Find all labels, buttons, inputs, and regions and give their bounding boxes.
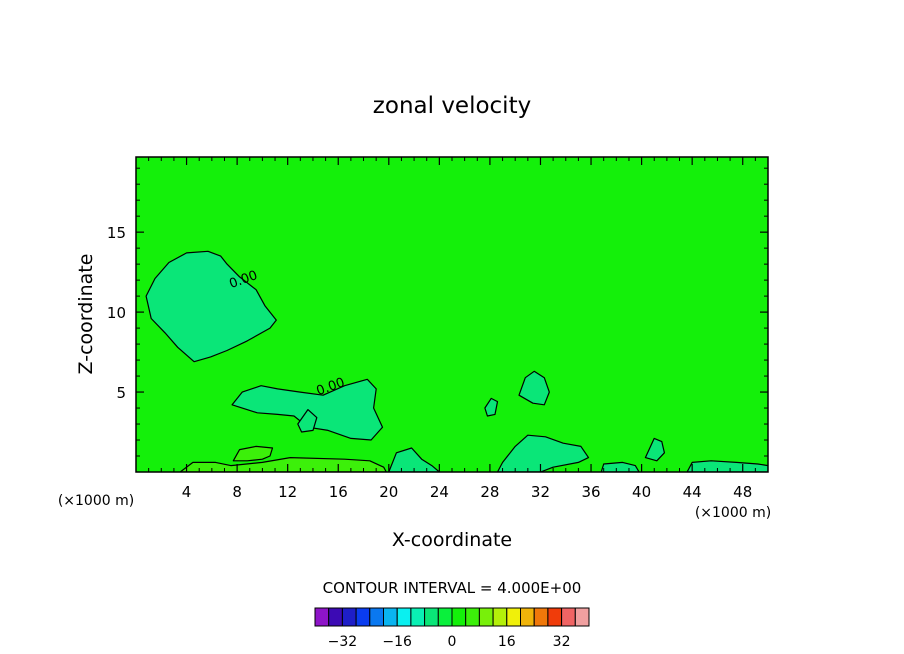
colorbar-swatch bbox=[533, 607, 549, 627]
contour-region-5 bbox=[297, 409, 318, 433]
colorbar: −32 −16 0 16 32 bbox=[314, 607, 590, 650]
colorbar-tick-label: 0 bbox=[448, 634, 457, 650]
x-tick-label: 20 bbox=[379, 483, 398, 501]
colorbar-tick-label: −32 bbox=[328, 634, 358, 650]
colorbar-swatch bbox=[506, 607, 521, 627]
x-tick-label: 36 bbox=[581, 483, 600, 501]
contour-region-9 bbox=[686, 460, 768, 472]
colorbar-swatch bbox=[547, 607, 563, 627]
x-tick-label: 40 bbox=[632, 483, 651, 501]
colorbar-swatch bbox=[424, 607, 439, 627]
x-tick-label: 4 bbox=[182, 483, 192, 501]
y-tick-label: 15 bbox=[107, 224, 126, 242]
contour-interval-text: CONTOUR INTERVAL = 4.000E+00 bbox=[323, 579, 582, 597]
colorbar-swatch bbox=[341, 607, 357, 627]
y-tick-label: 5 bbox=[116, 384, 126, 402]
colorbar-swatch bbox=[314, 607, 330, 627]
x-unit-label-left: (×1000 m) bbox=[58, 493, 134, 509]
contour-region-12 bbox=[179, 457, 387, 472]
x-tick-label: 48 bbox=[733, 483, 752, 501]
contour-region-6 bbox=[388, 447, 440, 472]
x-tick-label: 32 bbox=[531, 483, 550, 501]
contour-region-8 bbox=[644, 437, 666, 462]
colorbar-swatch bbox=[574, 607, 590, 627]
colorbar-tick-label: 16 bbox=[498, 634, 516, 650]
x-tick-label: 44 bbox=[683, 483, 702, 501]
colorbar-swatch bbox=[492, 607, 508, 627]
contour-region-10 bbox=[600, 461, 640, 472]
x-tick-label: 16 bbox=[329, 483, 348, 501]
contour-region-7 bbox=[496, 434, 590, 472]
y-tick-label: 10 bbox=[107, 304, 126, 322]
colorbar-swatch bbox=[561, 607, 576, 627]
colorbar-swatch bbox=[369, 607, 384, 627]
contour-region-4 bbox=[484, 397, 499, 417]
x-axis-label: X-coordinate bbox=[392, 529, 512, 551]
x-unit-label-right: (×1000 m) bbox=[695, 505, 771, 521]
x-tick-label: 24 bbox=[430, 483, 449, 501]
chart-title: zonal velocity bbox=[373, 93, 531, 119]
colorbar-swatch bbox=[451, 607, 467, 627]
colorbar-swatch bbox=[478, 607, 494, 627]
x-tick-label: 28 bbox=[480, 483, 499, 501]
colorbar-swatch bbox=[328, 607, 343, 627]
colorbar-tick-label: 32 bbox=[553, 634, 571, 650]
colorbar-swatch bbox=[396, 607, 412, 627]
colorbar-swatch bbox=[465, 607, 480, 627]
colorbar-swatch bbox=[520, 607, 535, 627]
contour-region-3 bbox=[518, 370, 550, 406]
colorbar-swatch bbox=[437, 607, 453, 627]
colorbar-tick-label: −16 bbox=[382, 634, 412, 650]
colorbar-swatch bbox=[383, 607, 398, 627]
colorbar-swatch bbox=[355, 607, 371, 627]
colorbar-swatch bbox=[410, 607, 426, 627]
contour-region-1 bbox=[145, 250, 277, 363]
contour-region-11 bbox=[232, 445, 274, 462]
y-axis-label: Z-coordinate bbox=[75, 254, 97, 375]
x-tick-label: 8 bbox=[232, 483, 242, 501]
x-tick-label: 12 bbox=[278, 483, 297, 501]
